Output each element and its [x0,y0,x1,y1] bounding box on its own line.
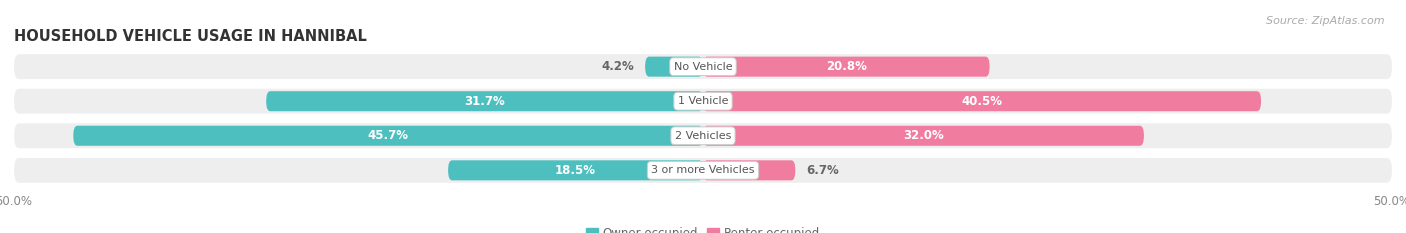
Text: 40.5%: 40.5% [962,95,1002,108]
Text: 3 or more Vehicles: 3 or more Vehicles [651,165,755,175]
FancyBboxPatch shape [14,158,1392,183]
FancyBboxPatch shape [645,57,703,77]
Text: 20.8%: 20.8% [825,60,866,73]
Text: 31.7%: 31.7% [464,95,505,108]
FancyBboxPatch shape [14,54,1392,79]
Text: 4.2%: 4.2% [602,60,634,73]
FancyBboxPatch shape [703,91,1261,111]
FancyBboxPatch shape [703,126,1144,146]
FancyBboxPatch shape [14,89,1392,114]
FancyBboxPatch shape [449,160,703,180]
Text: 45.7%: 45.7% [367,129,409,142]
Legend: Owner-occupied, Renter-occupied: Owner-occupied, Renter-occupied [586,227,820,233]
Text: No Vehicle: No Vehicle [673,62,733,72]
Text: HOUSEHOLD VEHICLE USAGE IN HANNIBAL: HOUSEHOLD VEHICLE USAGE IN HANNIBAL [14,29,367,44]
Text: 1 Vehicle: 1 Vehicle [678,96,728,106]
Text: 6.7%: 6.7% [807,164,839,177]
FancyBboxPatch shape [703,160,796,180]
FancyBboxPatch shape [703,57,990,77]
Text: 32.0%: 32.0% [903,129,943,142]
Text: 2 Vehicles: 2 Vehicles [675,131,731,141]
Text: Source: ZipAtlas.com: Source: ZipAtlas.com [1267,16,1385,26]
Text: 18.5%: 18.5% [555,164,596,177]
FancyBboxPatch shape [73,126,703,146]
FancyBboxPatch shape [14,123,1392,148]
FancyBboxPatch shape [266,91,703,111]
